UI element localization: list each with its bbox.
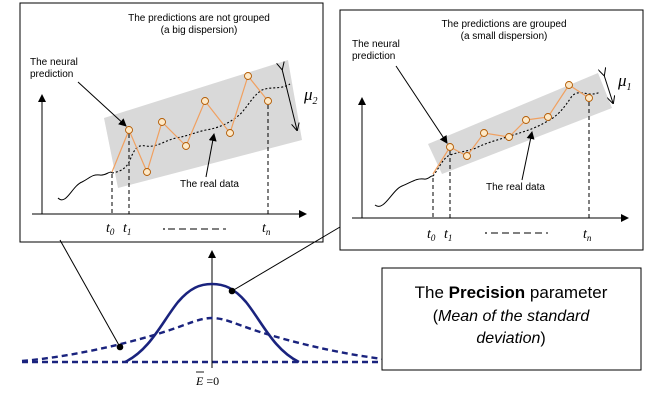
right-real-data-future (432, 91, 601, 177)
left-real-data-arrow (205, 133, 217, 178)
left-neural-arrow (77, 81, 127, 127)
precision-title: The Precision parameter (415, 283, 608, 302)
right-real-data-arrow (521, 131, 535, 181)
left-real-data-history (57, 171, 113, 201)
left-tn-label: tn (262, 221, 271, 237)
right-panel-connector (231, 226, 341, 292)
left-caption-line1: The predictions are not grouped (128, 13, 270, 24)
right-prediction-marker (446, 143, 454, 151)
right-t0-label: t0 (427, 227, 436, 243)
left-dispersion-band (104, 60, 302, 188)
left-prediction-marker (244, 72, 252, 80)
right-prediction-marker (522, 116, 530, 124)
right-real-data-history (374, 175, 434, 207)
precision-subtitle-line2: deviation) (476, 330, 545, 347)
left-caption-line2: (a big dispersion) (161, 25, 238, 36)
right-prediction-marker (505, 133, 513, 141)
left-neural-label-line2: prediction (30, 69, 73, 80)
left-prediction-marker (264, 97, 272, 105)
right-caption-line2: (a small dispersion) (461, 31, 548, 42)
right-neural-arrow (395, 65, 448, 144)
left-prediction-markers (125, 72, 272, 176)
right-prediction-marker (480, 129, 488, 137)
narrow-dispersion-curve (124, 282, 300, 364)
left-prediction-marker (226, 129, 234, 137)
right-panel: The predictions are grouped (a small dis… (339, 9, 644, 251)
left-t1-label: t1 (123, 221, 131, 237)
left-panel: The predictions are not grouped (a big d… (19, 2, 324, 243)
left-t0-label: t0 (106, 221, 115, 237)
right-tn-label: tn (583, 227, 592, 243)
right-prediction-marker (585, 94, 593, 102)
left-prediction-marker (201, 97, 209, 105)
precision-box-frame (381, 267, 642, 371)
precision-box: The Precision parameter (Mean of the sta… (381, 267, 642, 371)
right-prediction-markers (446, 81, 593, 160)
right-neural-label-line1: The neural (352, 39, 400, 50)
right-neural-label-line2: prediction (352, 51, 395, 62)
left-ellipsis-dot (163, 228, 165, 230)
left-prediction-marker (125, 126, 133, 134)
right-caption-line1: The predictions are grouped (441, 19, 566, 30)
left-real-data-label: The real data (180, 179, 239, 190)
left-real-data-future (111, 83, 291, 174)
left-mu-label: μ2 (303, 85, 318, 107)
right-real-data-label: The real data (486, 182, 545, 193)
right-prediction-marker (544, 113, 552, 121)
left-mu-bracket (282, 69, 297, 130)
precision-subtitle-line1: (Mean of the standard (433, 308, 591, 325)
right-t1-label: t1 (444, 227, 452, 243)
left-neural-label-line1: The neural (30, 57, 78, 68)
right-prediction-marker (463, 152, 471, 160)
right-prediction-marker (565, 81, 573, 89)
wide-dispersion-curve (21, 316, 403, 363)
right-mu-label: μ1 (617, 71, 632, 93)
left-prediction-marker (158, 118, 166, 126)
right-mu-bracket (604, 75, 613, 103)
e-zero-label: E =0 (195, 374, 219, 388)
left-prediction-marker (182, 142, 190, 150)
left-prediction-marker (143, 168, 151, 176)
right-ellipsis-dot (485, 232, 487, 234)
left-panel-connector (59, 239, 121, 348)
